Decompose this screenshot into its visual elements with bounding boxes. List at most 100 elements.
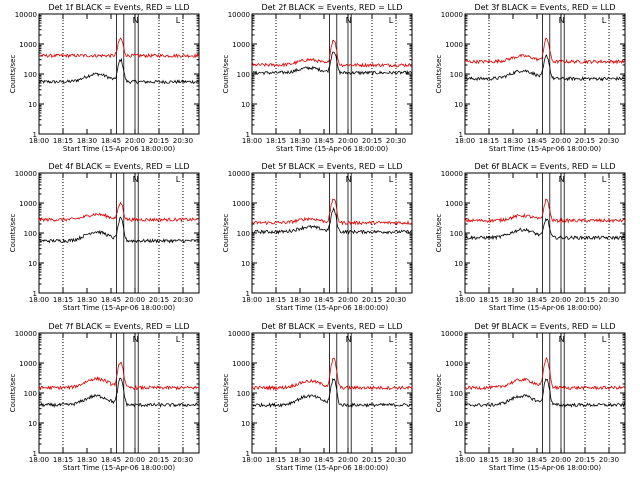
x-tick-label: 20:30 bbox=[173, 296, 193, 304]
x-tick-label: 18:30 bbox=[77, 296, 97, 304]
y-tick-label: 1 bbox=[246, 131, 250, 139]
events-series-line bbox=[38, 377, 199, 409]
panel-det-5f: Det 5f BLACK = Events, RED = LLD 1 10 100 10… bbox=[222, 162, 413, 312]
y-tick-label: 100 bbox=[24, 390, 37, 398]
lld-series-line bbox=[464, 37, 626, 65]
y-tick-label: 10 bbox=[241, 260, 250, 268]
events-series-line bbox=[251, 51, 413, 76]
x-tick-label: 18:00 bbox=[455, 296, 475, 304]
x-tick-label: 20:00 bbox=[551, 296, 571, 304]
panel-det-1f: Det 1f BLACK = Events, RED = LLD 1 10 100 10… bbox=[9, 3, 200, 153]
panel-det-8f: Det 8f BLACK = Events, RED = LLD 1 10 100 10… bbox=[222, 322, 413, 472]
x-tick-label: 18:15 bbox=[266, 296, 286, 304]
x-tick-label: 20:00 bbox=[125, 137, 145, 145]
x-tick-label: 18:15 bbox=[479, 456, 499, 464]
x-tick-label: 18:30 bbox=[503, 456, 523, 464]
y-tick-label: 100 bbox=[24, 71, 37, 79]
flag-label: L bbox=[602, 175, 607, 184]
flag-label: N bbox=[133, 335, 139, 344]
y-axis-label: Counts/sec bbox=[222, 214, 230, 253]
x-tick-label: 18:45 bbox=[527, 137, 547, 145]
y-tick-label: 1 bbox=[246, 450, 250, 458]
flag-label: L bbox=[602, 16, 607, 25]
x-tick-label: 20:15 bbox=[362, 456, 382, 464]
flag-label: L bbox=[389, 175, 394, 184]
x-tick-label: 20:30 bbox=[173, 456, 193, 464]
x-tick-label: 18:30 bbox=[290, 137, 310, 145]
flag-label: N bbox=[559, 16, 565, 25]
y-tick-label: 100 bbox=[237, 71, 250, 79]
x-tick-label: 18:15 bbox=[53, 456, 73, 464]
x-axis-label: Start Time (15-Apr-06 18:00:00) bbox=[489, 145, 601, 153]
x-tick-label: 18:15 bbox=[53, 137, 73, 145]
flag-label: L bbox=[176, 175, 181, 184]
x-tick-label: 18:30 bbox=[290, 296, 310, 304]
y-tick-label: 1000 bbox=[445, 200, 463, 208]
y-axis-label: Counts/sec bbox=[9, 214, 17, 253]
y-tick-label: 1 bbox=[246, 290, 250, 298]
flag-label: N bbox=[559, 335, 565, 344]
panel-det-7f: Det 7f BLACK = Events, RED = LLD 1 10 100 10… bbox=[9, 322, 200, 472]
y-tick-label: 1000 bbox=[232, 360, 250, 368]
flag-label: N bbox=[346, 16, 352, 25]
x-tick-label: 18:15 bbox=[53, 296, 73, 304]
panel-title: Det 9f BLACK = Events, RED = LLD bbox=[474, 322, 615, 331]
x-tick-label: 18:45 bbox=[314, 456, 334, 464]
y-tick-label: 10 bbox=[28, 260, 37, 268]
lld-series-line bbox=[251, 357, 413, 391]
y-tick-label: 10 bbox=[241, 420, 250, 428]
x-axis-label: Start Time (15-Apr-06 18:00:00) bbox=[276, 145, 388, 153]
x-tick-label: 18:00 bbox=[242, 296, 262, 304]
y-tick-label: 100 bbox=[450, 71, 463, 79]
x-tick-label: 18:45 bbox=[101, 296, 121, 304]
flag-label: L bbox=[389, 335, 394, 344]
flag-label: L bbox=[602, 335, 607, 344]
x-tick-label: 20:15 bbox=[149, 296, 169, 304]
x-tick-label: 20:30 bbox=[386, 456, 406, 464]
flag-label: L bbox=[389, 16, 394, 25]
panel-det-3f: Det 3f BLACK = Events, RED = LLD 1 10 100 10… bbox=[435, 3, 626, 153]
x-tick-label: 20:30 bbox=[599, 456, 619, 464]
flag-label: N bbox=[346, 335, 352, 344]
x-axis-label: Start Time (15-Apr-06 18:00:00) bbox=[63, 304, 175, 312]
x-tick-label: 20:00 bbox=[338, 137, 358, 145]
flag-label: N bbox=[133, 16, 139, 25]
x-tick-label: 18:00 bbox=[29, 456, 49, 464]
y-tick-label: 1000 bbox=[445, 41, 463, 49]
y-tick-label: 10 bbox=[241, 101, 250, 109]
x-tick-label: 20:30 bbox=[173, 137, 193, 145]
x-tick-label: 20:15 bbox=[362, 296, 382, 304]
lld-series-line bbox=[464, 198, 626, 224]
x-tick-label: 18:00 bbox=[242, 137, 262, 145]
x-tick-label: 20:00 bbox=[338, 456, 358, 464]
y-tick-label: 10 bbox=[28, 101, 37, 109]
x-tick-label: 18:30 bbox=[503, 137, 523, 145]
y-tick-label: 10000 bbox=[15, 330, 37, 338]
x-tick-label: 20:15 bbox=[149, 137, 169, 145]
panel-title: Det 5f BLACK = Events, RED = LLD bbox=[261, 162, 402, 171]
events-series-line bbox=[251, 378, 413, 408]
x-tick-label: 18:15 bbox=[266, 137, 286, 145]
x-tick-label: 20:15 bbox=[362, 137, 382, 145]
lld-series-line bbox=[38, 201, 200, 223]
y-axis-label: Counts/sec bbox=[435, 55, 443, 94]
x-tick-label: 20:30 bbox=[386, 137, 406, 145]
y-tick-label: 10000 bbox=[441, 330, 463, 338]
y-axis-label: Counts/sec bbox=[9, 55, 17, 94]
x-axis-label: Start Time (15-Apr-06 18:00:00) bbox=[276, 304, 388, 312]
x-tick-label: 18:00 bbox=[242, 456, 262, 464]
y-tick-label: 1 bbox=[33, 131, 37, 139]
flag-label: N bbox=[133, 175, 139, 184]
y-tick-label: 1000 bbox=[19, 200, 37, 208]
y-axis-label: Counts/sec bbox=[9, 374, 17, 413]
y-tick-label: 100 bbox=[24, 230, 37, 238]
x-tick-label: 18:00 bbox=[455, 137, 475, 145]
y-tick-label: 1 bbox=[459, 290, 463, 298]
x-tick-label: 20:00 bbox=[338, 296, 358, 304]
events-series-line bbox=[251, 207, 413, 235]
x-tick-label: 18:30 bbox=[290, 456, 310, 464]
y-tick-label: 1 bbox=[33, 290, 37, 298]
y-tick-label: 10000 bbox=[15, 170, 37, 178]
panel-title: Det 6f BLACK = Events, RED = LLD bbox=[474, 162, 615, 171]
